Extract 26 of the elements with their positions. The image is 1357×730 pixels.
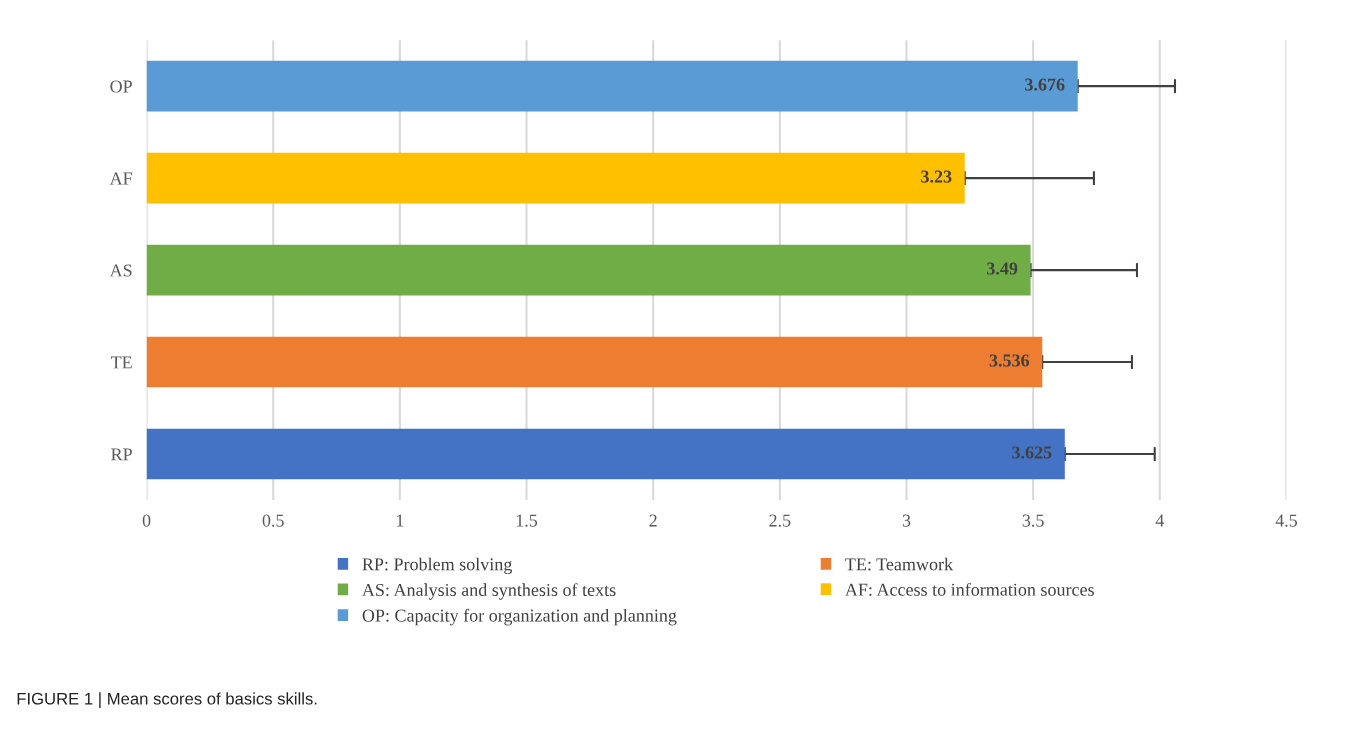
data-label: 3.676 [1025, 78, 1065, 91]
legend-label: AS: Analysis and synthesis of texts [362, 583, 616, 600]
x-tick-label: 0.5 [262, 514, 284, 527]
x-tick-label: 2.5 [769, 514, 791, 527]
data-label: 3.625 [1012, 446, 1052, 459]
legend-label: TE: Teamwork [845, 557, 954, 571]
y-tick-label: TE [110, 356, 132, 369]
legend-label: OP: Capacity for organization and planning [362, 608, 677, 626]
data-label: 3.536 [989, 354, 1030, 367]
x-tick-label: 3.5 [1022, 514, 1044, 527]
x-tick-label: 3 [902, 514, 911, 527]
legend-label: RP: Problem solving [362, 557, 513, 575]
y-tick-label: RP [111, 448, 132, 461]
x-tick-label: 4 [1155, 514, 1165, 527]
x-tick-label: 2 [649, 514, 657, 527]
y-tick-label: AS [109, 264, 132, 277]
y-tick-label: AF [109, 172, 133, 185]
y-tick-label: OP [110, 80, 132, 93]
data-label: 3.49 [987, 262, 1018, 275]
x-tick-label: 4.5 [1275, 514, 1298, 527]
x-tick-label: 0 [142, 514, 151, 527]
x-tick-label: 1 [396, 514, 404, 527]
legend-label: AF: Access to information sources [845, 582, 1094, 596]
data-label: 3.23 [921, 170, 952, 183]
caption: FIGURE 1 | Mean scores of basics skills. [17, 692, 317, 708]
x-tick-label: 1.5 [516, 514, 538, 527]
